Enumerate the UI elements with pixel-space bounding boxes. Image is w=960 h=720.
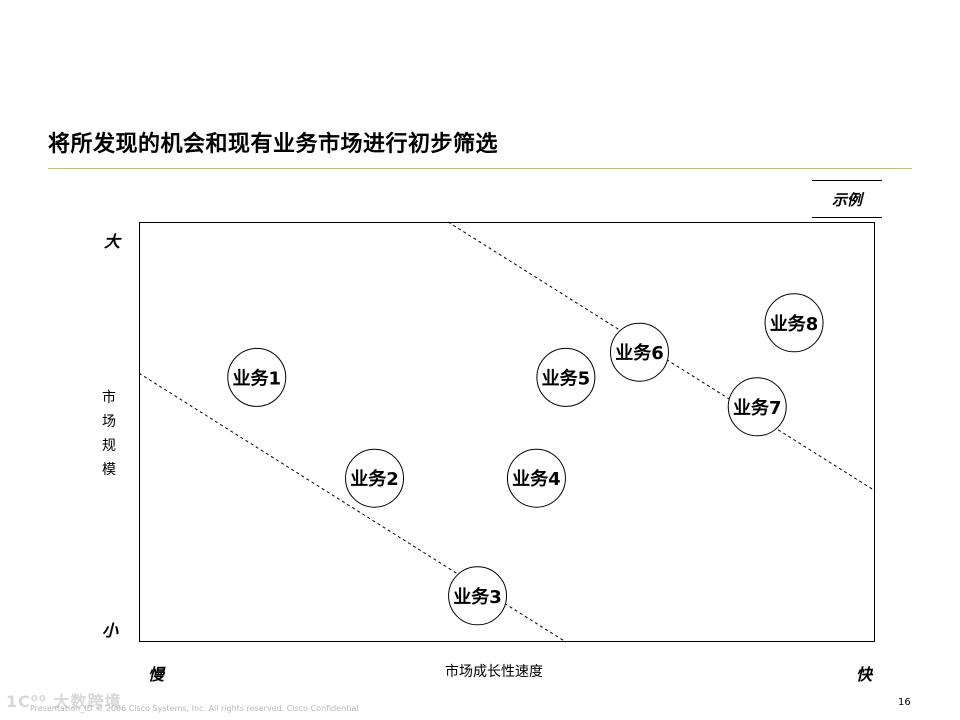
- point-label: 业务6: [615, 342, 664, 364]
- data-point-1: 业务1: [227, 347, 287, 407]
- title-divider: [48, 168, 912, 169]
- point-circle: [609, 322, 669, 382]
- x-low-label: 慢: [148, 665, 165, 684]
- page-number: 16: [898, 697, 911, 708]
- data-point-8: 业务8: [764, 293, 824, 353]
- point-label: 业务1: [232, 367, 281, 389]
- point-label: 业务4: [512, 468, 561, 490]
- x-high-label: 快: [856, 665, 873, 684]
- point-circle: [536, 347, 596, 407]
- data-point-3: 业务3: [448, 566, 508, 626]
- point-circle: [345, 448, 405, 508]
- example-label: 示例: [812, 180, 882, 218]
- slide-title: 将所发现的机会和现有业务市场进行初步筛选: [48, 132, 499, 157]
- point-circle: [727, 377, 787, 437]
- point-label: 业务2: [350, 468, 399, 490]
- point-circle: [227, 347, 287, 407]
- data-point-5: 业务5: [536, 347, 596, 407]
- point-label: 业务8: [770, 313, 819, 335]
- point-label: 业务7: [733, 397, 782, 419]
- plot-area: [139, 222, 875, 642]
- x-axis-label: 市场成长性速度: [445, 664, 543, 680]
- point-label: 业务3: [453, 586, 502, 608]
- y-axis-label: 市场规模: [102, 390, 116, 478]
- data-point-4: 业务4: [506, 448, 566, 508]
- footer-text: Presentation_ID © 2006 Cisco Systems, In…: [30, 704, 359, 713]
- y-high-label: 大: [104, 232, 121, 251]
- point-label: 业务5: [542, 367, 591, 389]
- data-point-6: 业务6: [609, 322, 669, 382]
- data-point-2: 业务2: [345, 448, 405, 508]
- point-circle: [506, 448, 566, 508]
- y-low-label: 小: [102, 621, 119, 640]
- point-circle: [448, 566, 508, 626]
- point-circle: [764, 293, 824, 353]
- watermark-logo: 1C⁰⁰ 大数跨境: [6, 692, 122, 711]
- data-point-7: 业务7: [727, 377, 787, 437]
